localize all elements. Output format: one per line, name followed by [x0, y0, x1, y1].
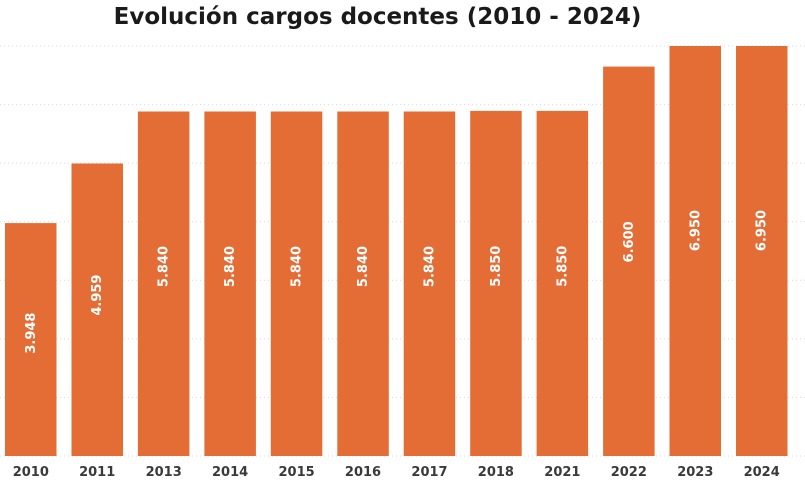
bar-2016	[337, 111, 389, 456]
x-tick-label: 2024	[744, 465, 780, 480]
bar-2017	[403, 111, 456, 456]
bar-value-label: 5.840	[356, 246, 371, 287]
x-tick-label: 2011	[79, 465, 115, 480]
bar-2014	[204, 111, 256, 456]
x-tick-label: 2018	[478, 465, 514, 480]
bar-value-label: 5.850	[555, 246, 570, 287]
x-tick-label: 2021	[544, 465, 580, 480]
bar-value-label: 6.950	[755, 210, 770, 251]
bar-value-label: 5.840	[223, 246, 238, 287]
bar-2024	[736, 46, 788, 456]
x-tick-label: 2017	[411, 465, 447, 480]
bar-value-label: 4.959	[90, 275, 105, 316]
bar-2021	[536, 110, 589, 457]
bar-2010	[5, 223, 57, 456]
x-tick-label: 2010	[13, 465, 49, 480]
bar-2022	[603, 66, 655, 456]
bar-value-label: 6.600	[622, 221, 637, 262]
bar-2013	[137, 111, 190, 456]
x-tick-label: 2014	[212, 465, 248, 480]
x-axis-tick-labels: 2010 2011 2013 2014 2015 2016 2017 2018 2021 2022…	[13, 465, 780, 480]
bar-2011	[71, 163, 123, 456]
x-tick-label: 2015	[279, 465, 315, 480]
bar-value-label: 5.850	[489, 246, 504, 287]
bar-2023	[669, 46, 721, 456]
bar-value-labels: 3.948 4.959 5.840 5.840 5.840 5.840 5.840 5.850…	[24, 210, 770, 354]
bar-value-label: 6.950	[688, 210, 703, 251]
bar-value-label: 5.840	[423, 246, 438, 287]
x-tick-label: 2022	[611, 465, 647, 480]
bar-2018	[470, 110, 522, 457]
x-tick-label: 2023	[677, 465, 713, 480]
bar-value-label: 5.840	[290, 246, 305, 287]
x-tick-label: 2013	[146, 465, 182, 480]
x-tick-label: 2016	[345, 465, 381, 480]
bar-value-label: 3.948	[24, 313, 39, 354]
chart-title: Evolución cargos docentes (2010 - 2024)	[113, 4, 642, 30]
bar-2015	[270, 111, 323, 456]
bar-value-label: 5.840	[157, 246, 172, 287]
bars	[5, 46, 788, 457]
